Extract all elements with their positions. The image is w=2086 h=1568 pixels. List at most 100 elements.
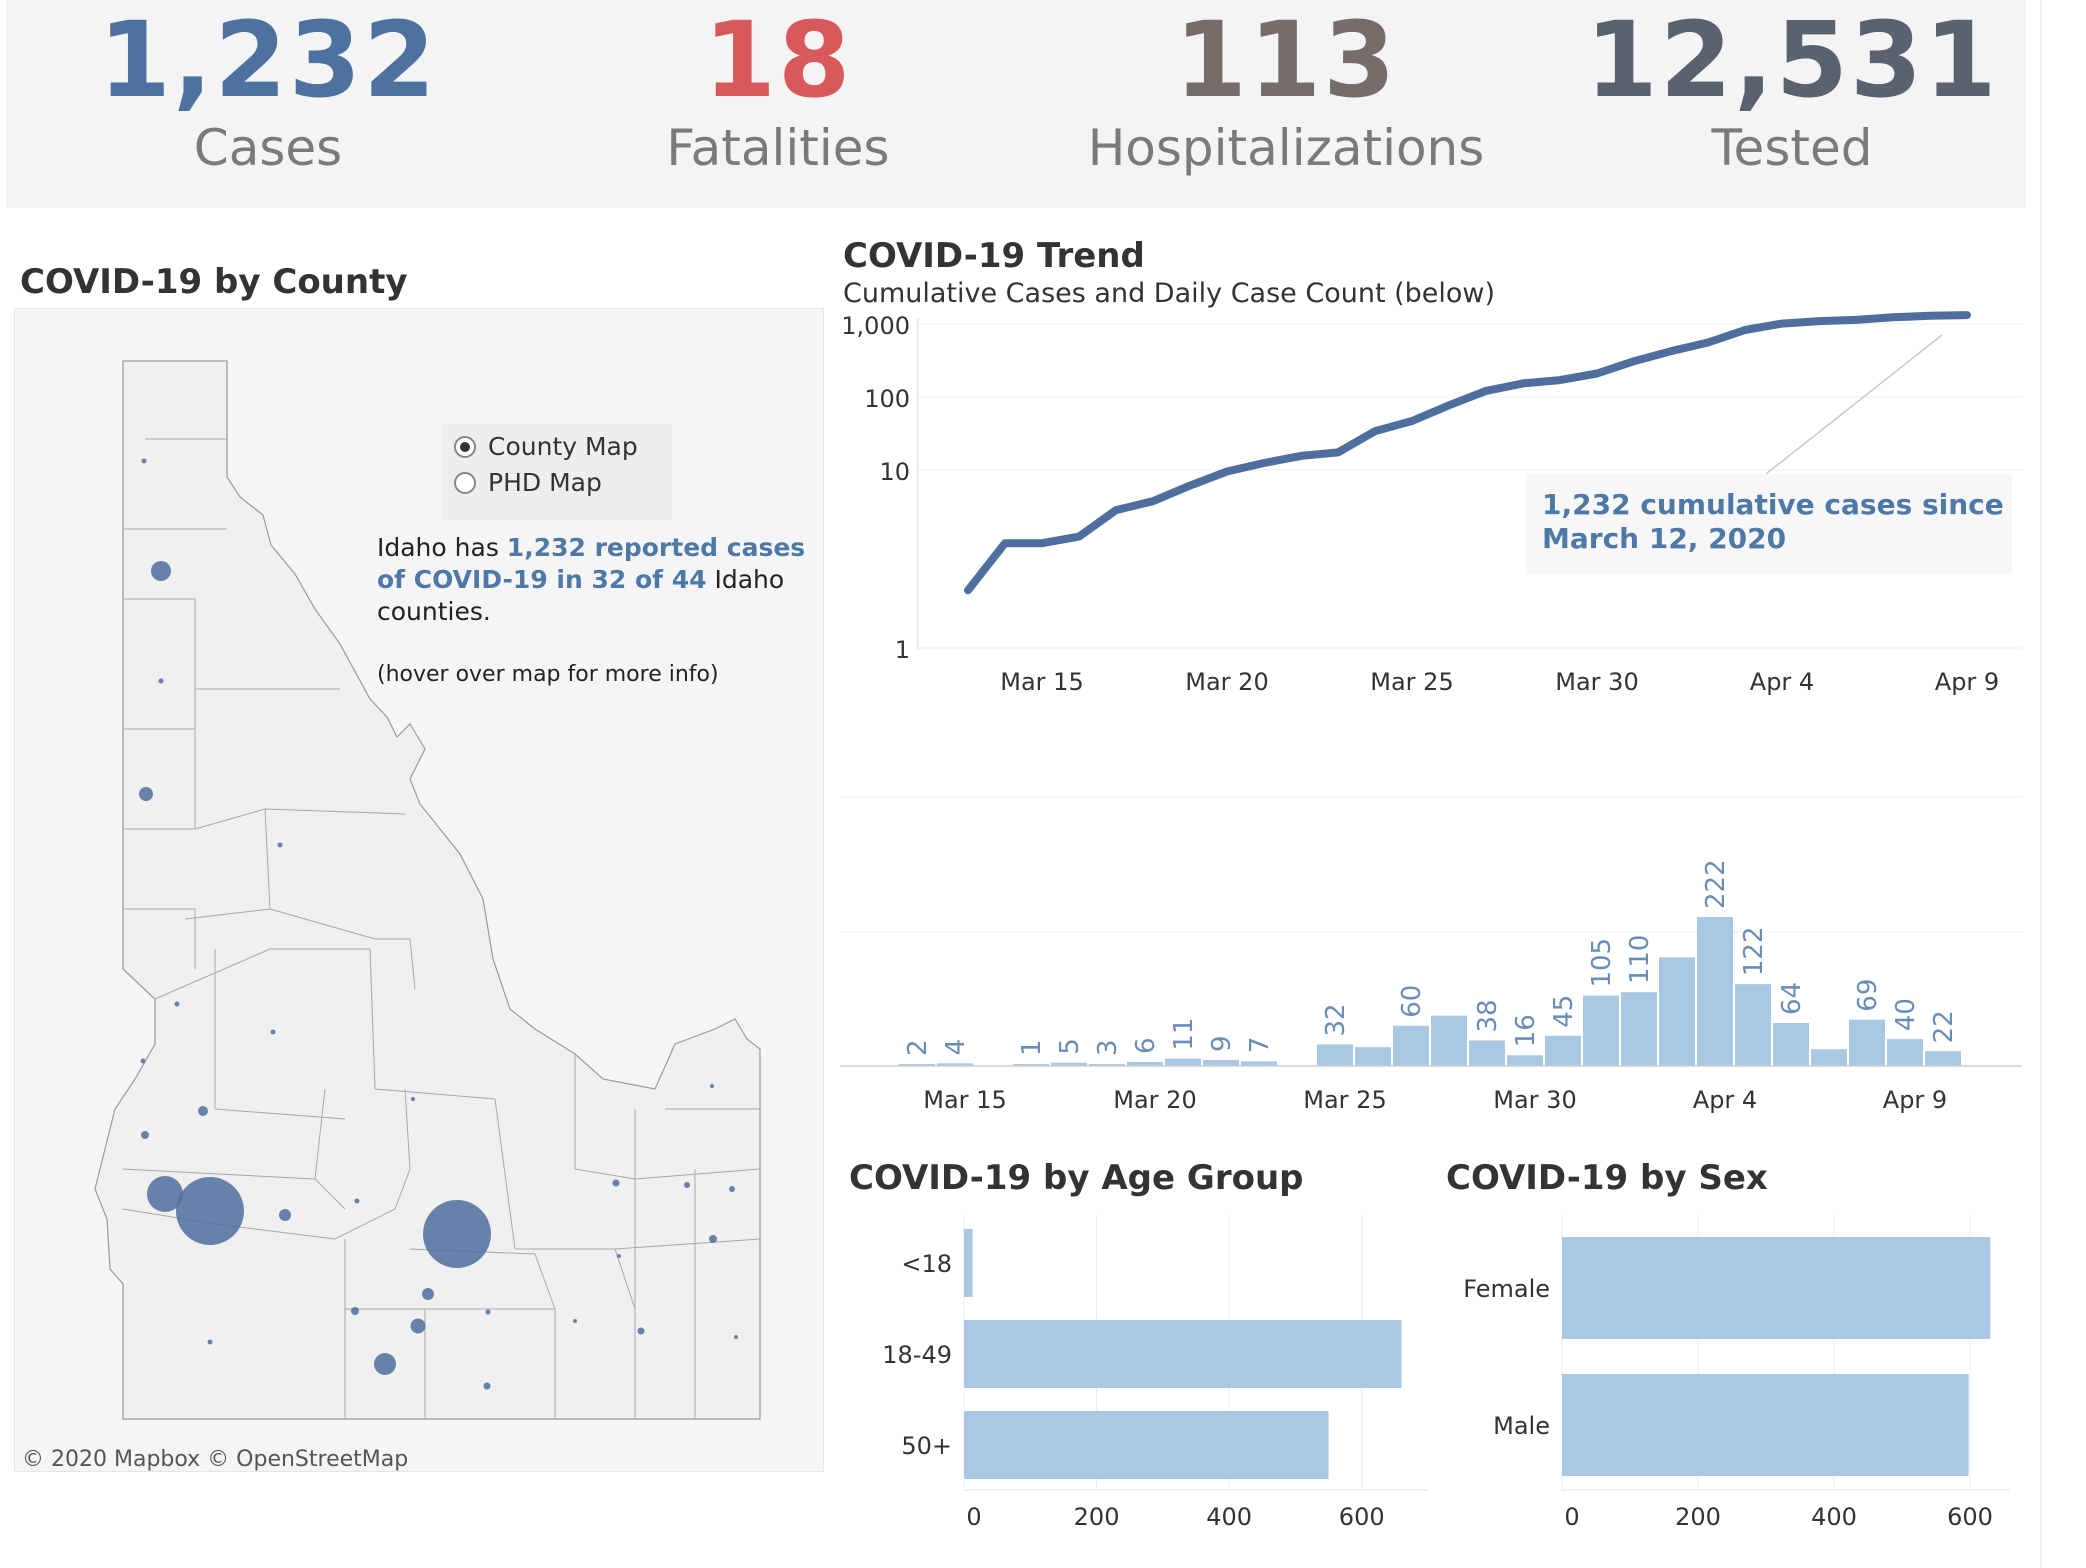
age-x-tick-label: 600 <box>1339 1503 1385 1531</box>
daily-data-label: 45 <box>1549 995 1579 1028</box>
county-bubble[interactable] <box>147 1176 183 1212</box>
daily-data-label: 122 <box>1739 926 1769 976</box>
daily-bar <box>899 1064 935 1066</box>
trend-x-tick-label: Mar 15 <box>1000 668 1083 696</box>
daily-bar <box>1127 1061 1163 1066</box>
age-category-label: 50+ <box>901 1432 952 1460</box>
county-bubble[interactable] <box>176 1177 244 1245</box>
daily-bar <box>1545 1035 1581 1066</box>
county-bubble[interactable] <box>374 1353 396 1375</box>
daily-data-label: 222 <box>1701 859 1731 909</box>
daily-bar <box>1849 1019 1885 1066</box>
county-bubble[interactable] <box>354 1198 360 1204</box>
kpi-fatalities-label: Fatalities <box>666 119 890 177</box>
trend-annotation: 1,232 cumulative cases since March 12, 20… <box>1526 474 2012 574</box>
county-bubble[interactable] <box>485 1309 491 1315</box>
county-bubble[interactable] <box>710 1084 714 1088</box>
county-bubble[interactable] <box>483 1382 491 1390</box>
kpi-fatalities: 18 Fatalities <box>528 0 1028 178</box>
radio-county-map-label: County Map <box>488 432 638 461</box>
map-summary: Idaho has 1,232 reported cases of COVID-… <box>377 532 817 628</box>
age-x-tick-label: 400 <box>1206 1503 1252 1531</box>
county-bubble[interactable] <box>140 1058 146 1064</box>
daily-data-label: 40 <box>1891 998 1921 1031</box>
map-type-selector[interactable]: County Map PHD Map <box>442 424 672 520</box>
daily-data-label: 60 <box>1397 985 1427 1018</box>
daily-bar <box>1469 1040 1505 1066</box>
trend-y-tick-label: 10 <box>879 458 910 486</box>
county-bubble[interactable] <box>422 1288 434 1300</box>
county-bubble[interactable] <box>709 1235 717 1243</box>
county-bubble[interactable] <box>141 458 147 464</box>
county-bubble[interactable] <box>637 1327 645 1335</box>
county-bubble[interactable] <box>612 1179 620 1187</box>
county-bubble[interactable] <box>158 678 164 684</box>
age-bar <box>964 1320 1402 1388</box>
county-bubble[interactable] <box>729 1186 735 1192</box>
trend-y-tick-label: 1,000 <box>841 312 910 340</box>
county-bubble[interactable] <box>139 787 153 801</box>
daily-data-label: 105 <box>1587 938 1617 988</box>
daily-bar <box>937 1063 973 1066</box>
county-bubble[interactable] <box>573 1319 577 1323</box>
county-bubble[interactable] <box>684 1182 690 1188</box>
sex-category-label: Female <box>1463 1275 1550 1303</box>
age-title: COVID-19 by Age Group <box>849 1158 1304 1198</box>
county-bubble[interactable] <box>277 842 283 848</box>
daily-data-label: 16 <box>1511 1014 1541 1047</box>
age-bar <box>964 1411 1329 1479</box>
kpi-cases-value: 1,232 <box>98 0 438 121</box>
county-bubble[interactable] <box>207 1339 213 1345</box>
county-bubble[interactable] <box>351 1307 359 1315</box>
daily-bar <box>1317 1044 1353 1066</box>
county-bubble[interactable] <box>410 1318 426 1334</box>
county-bubble[interactable] <box>141 1131 149 1139</box>
county-bubble[interactable] <box>734 1335 738 1339</box>
kpi-tested-label: Tested <box>1711 119 1873 177</box>
radio-selected-icon[interactable] <box>454 436 476 458</box>
kpi-bar: 1,232 Cases 18 Fatalities 113 Hospitaliz… <box>6 0 2026 208</box>
kpi-cases-label: Cases <box>193 119 343 177</box>
trend-x-tick-label: Mar 30 <box>1555 668 1638 696</box>
county-bubble[interactable] <box>198 1106 208 1116</box>
daily-bar <box>1621 992 1657 1066</box>
daily-bar <box>1697 917 1733 1066</box>
idaho-map-svg[interactable] <box>15 309 823 1471</box>
daily-x-tick-label: Mar 15 <box>923 1086 1006 1114</box>
daily-bar <box>1051 1062 1087 1066</box>
radio-unselected-icon[interactable] <box>454 472 476 494</box>
age-x-tick-label: 0 <box>966 1503 981 1531</box>
trend-cumulative-line <box>964 311 1971 595</box>
trend-x-tick-label: Apr 9 <box>1935 668 1999 696</box>
county-bubble[interactable] <box>270 1029 276 1035</box>
county-bubble[interactable] <box>174 1001 180 1007</box>
county-bubble[interactable] <box>151 561 171 581</box>
county-map[interactable] <box>14 308 824 1472</box>
daily-data-label: 32 <box>1321 1003 1351 1036</box>
kpi-tested: 12,531 Tested <box>1542 0 2042 178</box>
county-bubble[interactable] <box>617 1254 621 1258</box>
daily-data-label: 5 <box>1055 1038 1085 1055</box>
county-bubble[interactable] <box>279 1209 291 1221</box>
county-lines <box>122 438 761 1419</box>
age-bar <box>964 1229 973 1297</box>
daily-bar <box>1811 1049 1847 1066</box>
county-bubble[interactable] <box>423 1200 491 1268</box>
daily-x-tick-label: Mar 20 <box>1113 1086 1196 1114</box>
daily-data-label: 4 <box>941 1039 971 1056</box>
daily-bar <box>1583 995 1619 1066</box>
daily-data-label: 110 <box>1625 935 1655 985</box>
daily-bar <box>1165 1058 1201 1066</box>
county-bubble[interactable] <box>411 1097 415 1101</box>
daily-data-label: 6 <box>1131 1037 1161 1054</box>
kpi-tested-value: 12,531 <box>1585 0 1999 121</box>
daily-bar <box>1887 1039 1923 1066</box>
sex-category-label: Male <box>1493 1412 1550 1440</box>
trend-annotation-connector <box>1765 334 1943 475</box>
trend-y-tick-label: 100 <box>864 385 910 413</box>
age-x-tick-label: 200 <box>1074 1503 1120 1531</box>
age-category-label: <18 <box>901 1250 952 1278</box>
map-summary-suffix: Idaho counties. <box>377 565 785 626</box>
